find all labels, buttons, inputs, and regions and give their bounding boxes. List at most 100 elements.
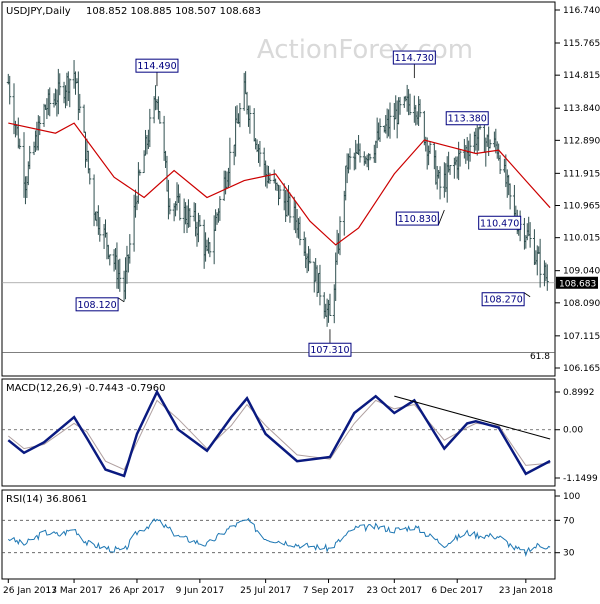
watermark: ActionForex.com [257,35,473,65]
price-y-tick-label: 113.840 [563,104,600,114]
price-title: USDJPY,Daily [6,6,71,17]
x-tick-label: 26 Jan 2017 [3,586,57,596]
ohlc-bar [188,208,192,228]
price-annotations: 114.490 114.730 113.380 110.830 110.470 108.2… [75,50,531,357]
price-annotation: 110.830 [395,209,445,226]
x-tick-label: 23 Oct 2017 [366,586,422,596]
fib-label: 61.8 [530,352,550,362]
ohlc-header: 108.852 108.885 108.507 108.683 [86,6,261,17]
annotation-label: 108.270 [483,295,522,306]
x-tick-label: 13 Mar 2017 [46,586,103,596]
macd-y-tick-label: 0.00 [563,426,583,436]
ohlc-bar [438,166,442,200]
macd-y-tick-label: 0.8992 [563,388,595,398]
rsi-y-axis: 100 70 30 [2,492,580,559]
ohlc-bar [58,73,62,96]
rsi-y-tick-label: 30 [563,549,575,559]
ohlc-bar [278,185,282,199]
ohlc-bar [328,293,332,316]
annotation-label: 113.380 [448,114,487,125]
ohlc-bar [48,87,52,117]
ohlc-bar [378,118,382,142]
price-y-tick-label: 106.165 [563,364,600,374]
price-y-tick-label: 111.915 [563,169,600,179]
rsi-line [7,517,551,557]
ohlc-bar [488,139,492,149]
ohlc-bar [158,111,162,124]
annotation-label: 114.730 [395,53,434,64]
ohlc-bar [308,248,312,264]
ohlc-bar [418,99,422,118]
x-tick-label: 23 Jan 2018 [499,586,553,596]
ohlc-bar [458,150,462,167]
ohlc-bar [108,254,112,266]
price-annotation: 114.490 [135,58,179,87]
ohlc-bar [318,264,322,306]
ohlc-bar [528,222,532,248]
price-y-tick-label: 114.815 [563,71,600,81]
ohlc-bar [228,137,232,186]
ohlc-bar [298,216,302,246]
ohlc-bar [88,168,92,185]
price-y-tick-label: 107.115 [563,332,600,342]
rsi-title: RSI(14) 36.8061 [6,494,87,505]
x-tick-label: 26 Apr 2017 [109,586,165,596]
ohlc-bar [408,93,412,116]
x-tick-label: 7 Sep 2017 [303,586,354,596]
macd-title: MACD(12,26,9) -0.7443 -0.7960 [6,383,166,394]
rsi-y-tick-label: 100 [563,492,580,502]
x-tick-label: 6 Dec 2017 [431,586,483,596]
ohlc-bar [398,96,402,115]
ohlc-bar [28,145,32,170]
ohlc-bar [128,234,132,264]
price-annotation: 114.730 [392,50,436,79]
annotation-label: 110.830 [398,214,437,225]
ohlc-bar [78,93,82,113]
price-y-tick-label: 108.090 [563,299,600,309]
price-y-tick-label: 112.890 [563,136,600,146]
ohlc-bar [98,217,102,242]
price-y-axis: 116.740 115.765 114.815 113.840 112.890 111.9… [555,6,600,374]
macd-y-axis: 0.8992 0.00 -1.1499 [2,388,598,484]
ohlc-bar [358,143,362,163]
price-grid [2,282,555,353]
ohlc-bar [545,264,549,291]
price-annotation: 108.270 [481,292,531,307]
price-y-tick-label: 115.765 [563,39,600,49]
x-tick-label: 25 Jul 2017 [240,586,291,596]
price-y-tick-label: 110.965 [563,202,600,212]
ohlc-bar [368,153,372,161]
annotation-label: 110.470 [480,218,519,229]
annotation-label: 107.310 [310,345,349,356]
price-y-tick-label: 110.015 [563,234,600,244]
ohlc-bar [468,133,472,162]
ohlc-bar [508,183,512,210]
ohlc-bar [498,155,502,174]
moving-average-line [8,122,551,246]
ohlc-bar [18,138,22,150]
price-panel: ActionForex.com USDJPY,Daily 108.852 108… [1,1,600,377]
ohlc-bar [238,103,242,128]
price-annotation: 113.380 [445,111,489,126]
ohlc-bar [478,124,482,130]
rsi-panel: RSI(14) 36.8061 100 70 30 [1,489,580,580]
ohlc-bar [8,75,12,105]
ohlc-bar [258,140,262,167]
current-price-label: 108.683 [559,279,596,289]
ohlc-bar [348,148,352,170]
ohlc-bar [208,242,212,258]
annotation-label: 108.120 [77,300,116,311]
ohlc-bar [448,165,452,175]
macd-panel: MACD(12,26,9) -0.7443 -0.7960 0.8992 0.00… [1,378,598,487]
current-price-box [556,276,598,289]
ohlc-bar [168,198,172,215]
ohlc-bar [538,238,542,288]
price-annotation: 107.310 [308,329,352,357]
ohlc-bar [38,116,42,136]
ohlc-bar [428,140,432,154]
ohlc-bar [218,196,222,221]
price-bars [6,60,549,327]
